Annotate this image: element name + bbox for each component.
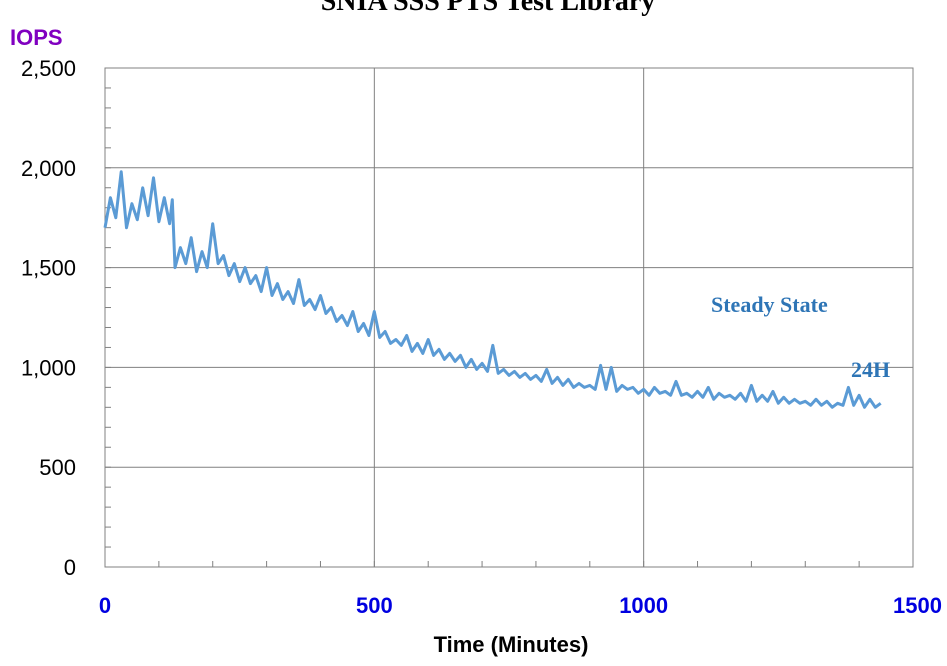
x-tick-label: 500 [356, 593, 393, 618]
x-tick-label: 1500 [893, 593, 942, 618]
annotation-steady-state: Steady State [711, 292, 828, 317]
y-tick-label: 0 [64, 555, 76, 580]
axes [104, 67, 914, 568]
series-line [103, 170, 882, 409]
y-tick-label: 1,000 [21, 355, 76, 380]
plot-frame [104, 67, 914, 568]
y-tick-label: 2,500 [21, 56, 76, 81]
tick-labels: 0 500 1,000 1,500 2,000 2,500 0 500 1000 1500 [21, 56, 942, 618]
y-tick-label: 1,500 [21, 256, 76, 281]
series-layer [103, 170, 882, 409]
x-tick-label: 0 [99, 593, 111, 618]
grid [105, 68, 913, 567]
chart-title: SNIA SSS PTS Test Library [321, 0, 656, 17]
y-tick-label: 2,000 [21, 156, 76, 181]
x-axis-label: Time (Minutes) [434, 632, 589, 657]
annotation-24h: 24H [851, 357, 890, 382]
y-axis-label: IOPS [10, 25, 63, 50]
y-tick-label: 500 [39, 455, 76, 480]
x-tick-label: 1000 [619, 593, 668, 618]
